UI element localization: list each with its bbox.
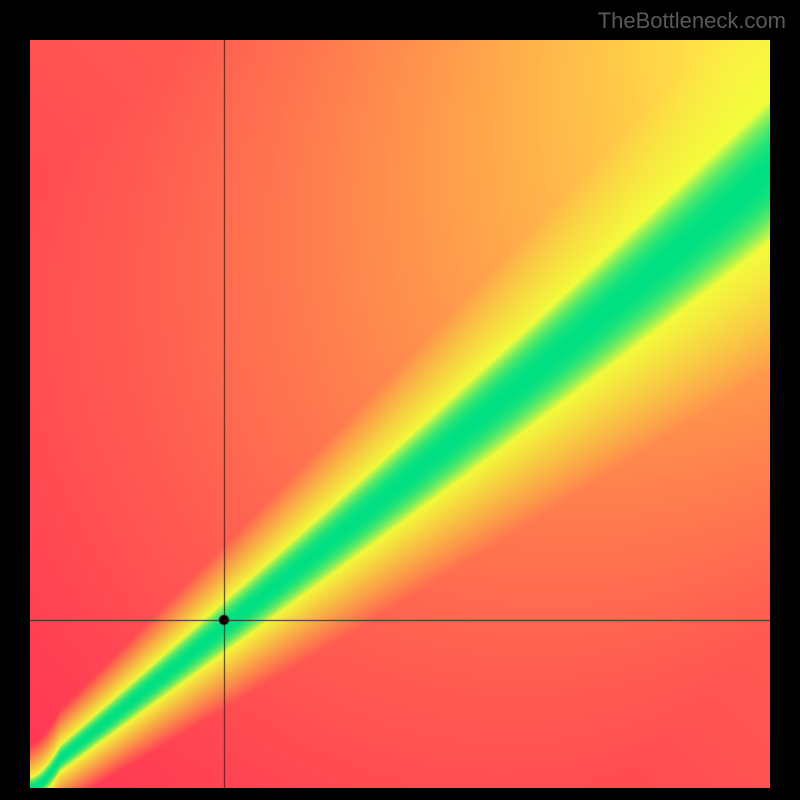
watermark-text: TheBottleneck.com [598, 8, 786, 34]
heatmap-plot [30, 40, 770, 788]
heatmap-canvas [30, 40, 770, 788]
